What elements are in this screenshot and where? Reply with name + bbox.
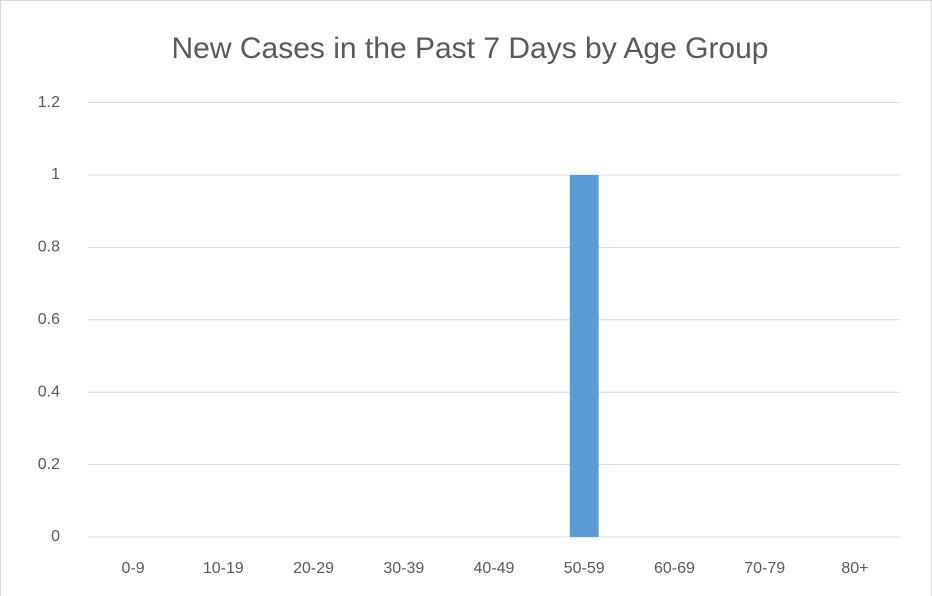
x-tick-label: 30-39 xyxy=(383,560,424,577)
y-tick-label: 0.4 xyxy=(38,383,60,400)
y-tick-label: 1.2 xyxy=(38,94,60,111)
x-tick-label: 70-79 xyxy=(744,560,785,577)
y-tick-label: 1 xyxy=(51,166,60,183)
x-tick-label: 10-19 xyxy=(203,560,244,577)
y-tick-label: 0.8 xyxy=(38,239,60,256)
x-tick-label: 40-49 xyxy=(474,560,515,577)
bar xyxy=(569,175,599,537)
x-tick-label: 0-9 xyxy=(122,560,145,577)
x-tick-label: 60-69 xyxy=(654,560,695,577)
x-tick-label: 50-59 xyxy=(564,560,605,577)
y-tick-label: 0.2 xyxy=(38,456,60,473)
y-tick-label: 0.6 xyxy=(38,311,60,328)
chart-title: New Cases in the Past 7 Days by Age Grou… xyxy=(172,32,769,65)
x-tick-label: 20-29 xyxy=(293,560,334,577)
x-tick-label: 80+ xyxy=(841,560,868,577)
y-tick-label: 0 xyxy=(51,528,60,545)
